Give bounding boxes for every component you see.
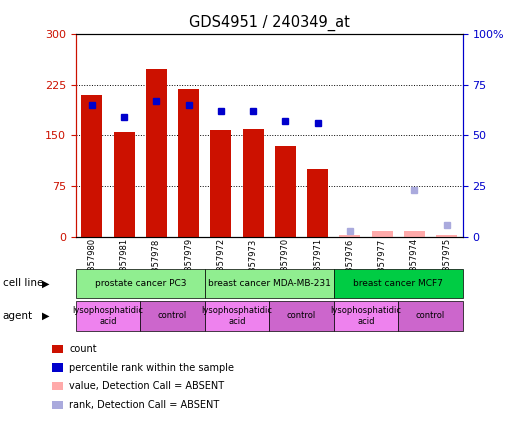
Text: control: control <box>416 311 445 321</box>
Text: count: count <box>69 344 97 354</box>
Bar <box>307 169 328 237</box>
Text: control: control <box>158 311 187 321</box>
Bar <box>339 235 360 237</box>
Text: breast cancer MDA-MB-231: breast cancer MDA-MB-231 <box>208 279 331 288</box>
Bar <box>275 146 296 237</box>
Bar <box>82 95 103 237</box>
Bar <box>113 132 135 237</box>
Text: value, Detection Call = ABSENT: value, Detection Call = ABSENT <box>69 381 224 391</box>
Text: ▶: ▶ <box>42 311 49 321</box>
Bar <box>210 130 232 237</box>
Bar <box>243 129 264 237</box>
Text: prostate cancer PC3: prostate cancer PC3 <box>95 279 186 288</box>
Text: ▶: ▶ <box>42 278 49 288</box>
Text: rank, Detection Call = ABSENT: rank, Detection Call = ABSENT <box>69 400 219 410</box>
Text: percentile rank within the sample: percentile rank within the sample <box>69 363 234 373</box>
Text: control: control <box>287 311 316 321</box>
Text: lysophosphatidic
acid: lysophosphatidic acid <box>331 306 402 326</box>
Text: lysophosphatidic
acid: lysophosphatidic acid <box>73 306 144 326</box>
Bar <box>178 89 199 237</box>
Bar <box>372 231 393 237</box>
Bar <box>436 235 457 237</box>
Text: cell line: cell line <box>3 278 43 288</box>
Text: agent: agent <box>3 311 33 321</box>
Bar <box>404 231 425 237</box>
Text: GDS4951 / 240349_at: GDS4951 / 240349_at <box>189 15 350 31</box>
Text: breast cancer MCF7: breast cancer MCF7 <box>354 279 444 288</box>
Text: lysophosphatidic
acid: lysophosphatidic acid <box>201 306 272 326</box>
Bar <box>146 69 167 237</box>
